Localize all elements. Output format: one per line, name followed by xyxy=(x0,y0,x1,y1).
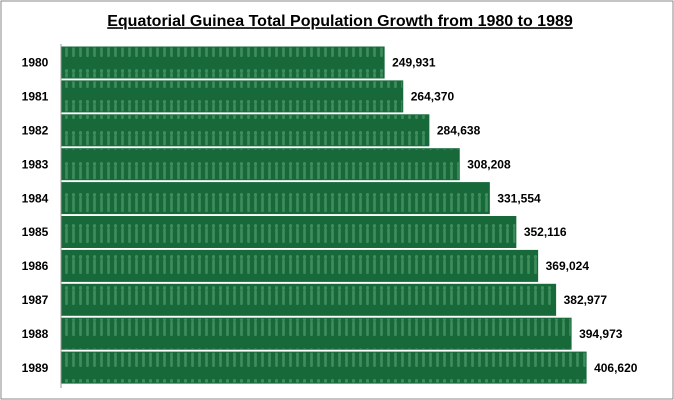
value-label: 264,370 xyxy=(411,90,455,104)
category-label: 1987 xyxy=(22,293,49,307)
category-label: 1984 xyxy=(22,191,49,205)
bar xyxy=(61,283,557,316)
bar xyxy=(61,46,385,79)
value-label: 331,554 xyxy=(497,191,541,205)
value-label: 249,931 xyxy=(392,56,436,70)
bar xyxy=(61,317,572,350)
category-label: 1980 xyxy=(22,56,49,70)
category-label: 1981 xyxy=(22,90,49,104)
value-label: 406,620 xyxy=(594,361,638,375)
bar xyxy=(61,351,587,384)
bar xyxy=(61,216,517,248)
bar xyxy=(61,114,430,147)
bar xyxy=(61,182,490,215)
value-label: 369,024 xyxy=(546,259,590,273)
category-label: 1986 xyxy=(22,259,49,273)
category-label: 1982 xyxy=(22,123,49,137)
category-label: 1985 xyxy=(22,225,49,239)
bar xyxy=(61,249,539,282)
value-label: 382,977 xyxy=(564,293,608,307)
value-label: 394,973 xyxy=(579,327,623,341)
category-label: 1988 xyxy=(22,327,49,341)
value-label: 308,208 xyxy=(467,157,511,171)
chart-title: Equatorial Guinea Total Population Growt… xyxy=(107,13,573,30)
bar xyxy=(61,80,404,113)
value-label: 284,638 xyxy=(437,123,481,137)
bar xyxy=(61,148,460,181)
value-label: 352,116 xyxy=(524,225,567,239)
category-label: 1983 xyxy=(22,157,49,171)
category-label: 1989 xyxy=(22,361,49,375)
